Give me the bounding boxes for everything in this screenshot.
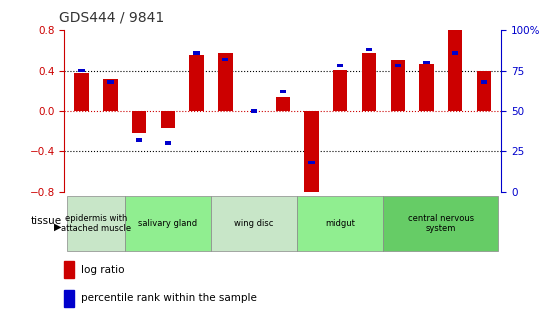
Bar — [64, 290, 74, 307]
Text: salivary gland: salivary gland — [138, 219, 198, 228]
Text: percentile rank within the sample: percentile rank within the sample — [81, 293, 257, 303]
Bar — [251, 109, 257, 113]
Bar — [481, 80, 487, 84]
Bar — [337, 64, 343, 68]
Bar — [419, 64, 433, 111]
Text: central nervous
system: central nervous system — [408, 214, 474, 233]
Bar — [218, 53, 232, 111]
Text: epidermis with
attached muscle: epidermis with attached muscle — [61, 214, 131, 233]
Text: GDS444 / 9841: GDS444 / 9841 — [59, 10, 164, 24]
FancyBboxPatch shape — [384, 196, 498, 251]
Bar — [189, 55, 204, 111]
Bar — [222, 57, 228, 61]
Bar — [333, 70, 347, 111]
Bar — [74, 73, 89, 111]
Bar — [107, 80, 114, 84]
Bar — [395, 64, 401, 68]
FancyBboxPatch shape — [211, 196, 297, 251]
Bar — [448, 28, 463, 111]
FancyBboxPatch shape — [67, 196, 125, 251]
Text: tissue: tissue — [30, 216, 62, 225]
Bar — [132, 111, 146, 133]
Bar — [165, 141, 171, 145]
Text: ▶: ▶ — [54, 221, 62, 231]
Text: wing disc: wing disc — [235, 219, 274, 228]
Bar — [64, 261, 74, 278]
FancyBboxPatch shape — [297, 196, 384, 251]
Bar — [390, 60, 405, 111]
Bar — [161, 111, 175, 128]
Bar — [103, 79, 118, 111]
Bar — [279, 90, 286, 93]
Bar — [362, 53, 376, 111]
Bar — [309, 161, 315, 164]
Bar — [193, 51, 200, 54]
Bar — [78, 69, 85, 72]
Text: midgut: midgut — [325, 219, 355, 228]
Bar — [452, 51, 459, 54]
Bar — [136, 138, 142, 142]
Bar — [304, 111, 319, 194]
Bar — [366, 48, 372, 51]
FancyBboxPatch shape — [125, 196, 211, 251]
Bar — [276, 97, 290, 111]
Bar — [477, 71, 491, 111]
Bar — [423, 61, 430, 64]
Text: log ratio: log ratio — [81, 265, 124, 275]
